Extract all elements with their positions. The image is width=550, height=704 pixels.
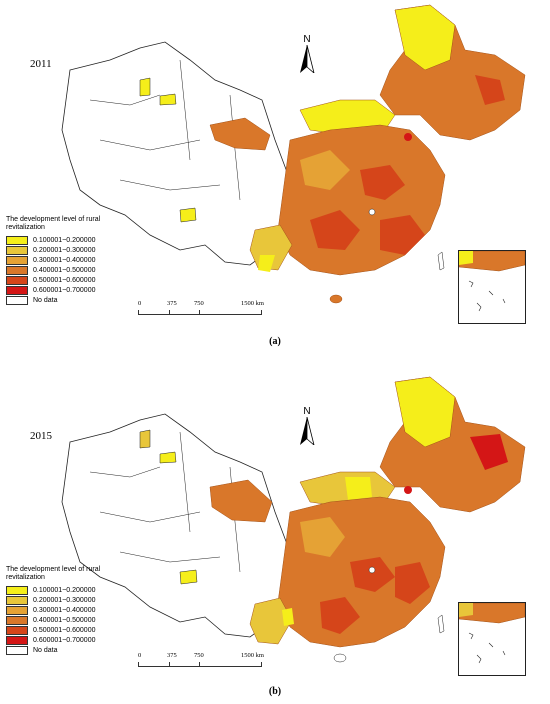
legend-swatch: [6, 615, 28, 625]
legend-item: 0.600001~0.700000: [6, 635, 136, 645]
legend-label: 0.600001~0.700000: [33, 286, 96, 294]
legend-item: 0.100001~0.200000: [6, 585, 136, 595]
scale-tick: [169, 310, 170, 314]
year-label: 2015: [30, 430, 52, 442]
scale-tick-label: 375: [167, 652, 177, 659]
scale-tick-label: 0: [138, 300, 142, 307]
scale-tick-label: 1500 km: [241, 300, 264, 307]
legend-label: 0.300001~0.400000: [33, 256, 96, 264]
legend-label: 0.400001~0.500000: [33, 266, 96, 274]
legend-swatch: [6, 245, 28, 255]
scale-tick-label: 750: [194, 652, 204, 659]
south-china-sea-inset: [458, 602, 526, 676]
caption-a: (a): [269, 336, 281, 347]
legend-swatch: [6, 605, 28, 615]
inset-map: [458, 250, 526, 312]
legend-item: 0.200001~0.300000: [6, 245, 136, 255]
legend-swatch: [6, 255, 28, 265]
east-region: [277, 124, 446, 276]
map-panel-2015: 2015 N The development level of rural re…: [0, 372, 550, 702]
legend-item: No data: [6, 295, 136, 305]
caption-b: (b): [268, 686, 282, 697]
legend-swatch: [6, 265, 28, 275]
scale-tick: [169, 662, 170, 666]
legend-swatch: [6, 235, 28, 245]
north-arrow: N: [296, 34, 318, 75]
china-map-2011: [61, 4, 526, 304]
year-label: 2011: [30, 58, 52, 70]
scale-bar: 0 375 750 1500 km: [138, 652, 268, 672]
north-arrow-icon: [300, 416, 315, 447]
legend-item: 0.500001~0.600000: [6, 275, 136, 285]
legend-item: 0.300001~0.400000: [6, 255, 136, 265]
legend-label: No data: [33, 646, 58, 654]
north-arrow: N: [296, 406, 318, 447]
legend-swatch: [6, 635, 28, 645]
scale-tick-label: 0: [138, 652, 142, 659]
north-label: N: [303, 406, 311, 417]
legend-label: 0.300001~0.400000: [33, 606, 96, 614]
legend-item: No data: [6, 645, 136, 655]
legend-label: 0.500001~0.600000: [33, 626, 96, 634]
legend-item: 0.400001~0.500000: [6, 265, 136, 275]
legend-label: 0.600001~0.700000: [33, 636, 96, 644]
legend-label: 0.400001~0.500000: [33, 616, 96, 624]
legend-label: No data: [33, 296, 58, 304]
legend-swatch: [6, 285, 28, 295]
scale-tick: [199, 662, 200, 666]
legend-item: 0.200001~0.300000: [6, 595, 136, 605]
legend-swatch: [6, 595, 28, 605]
china-map-2015: [61, 376, 526, 663]
legend-swatch: [6, 585, 28, 595]
legend-label: 0.500001~0.600000: [33, 276, 96, 284]
legend-item: 0.100001~0.200000: [6, 235, 136, 245]
scale-tick-label: 375: [167, 300, 177, 307]
legend-item: 0.300001~0.400000: [6, 605, 136, 615]
legend-item: 0.400001~0.500000: [6, 615, 136, 625]
legend-item: 0.600001~0.700000: [6, 285, 136, 295]
legend: The development level of rural revitaliz…: [6, 216, 136, 305]
legend-item: 0.500001~0.600000: [6, 625, 136, 635]
legend-label: 0.200001~0.300000: [33, 596, 96, 604]
legend-title: The development level of rural revitaliz…: [6, 566, 101, 581]
legend-swatch: [6, 275, 28, 285]
legend-label: 0.200001~0.300000: [33, 246, 96, 254]
south-china-sea-inset: [458, 250, 526, 324]
legend-swatch: [6, 295, 28, 305]
scale-tick-label: 750: [194, 300, 204, 307]
inset-map: [458, 602, 526, 664]
scale-bar: 0 375 750 1500 km: [138, 300, 268, 320]
north-label: N: [303, 34, 311, 45]
map-panel-2011: 2011 N The development level of rural re…: [0, 0, 550, 330]
scale-line: [138, 662, 262, 667]
legend: The development level of rural revitaliz…: [6, 566, 136, 655]
north-arrow-icon: [300, 44, 315, 75]
legend-swatch: [6, 625, 28, 635]
legend-label: 0.100001~0.200000: [33, 586, 96, 594]
legend-title: The development level of rural revitaliz…: [6, 216, 101, 231]
scale-tick-label: 1500 km: [241, 652, 264, 659]
legend-label: 0.100001~0.200000: [33, 236, 96, 244]
scale-tick: [199, 310, 200, 314]
scale-line: [138, 310, 262, 315]
legend-swatch: [6, 645, 28, 655]
